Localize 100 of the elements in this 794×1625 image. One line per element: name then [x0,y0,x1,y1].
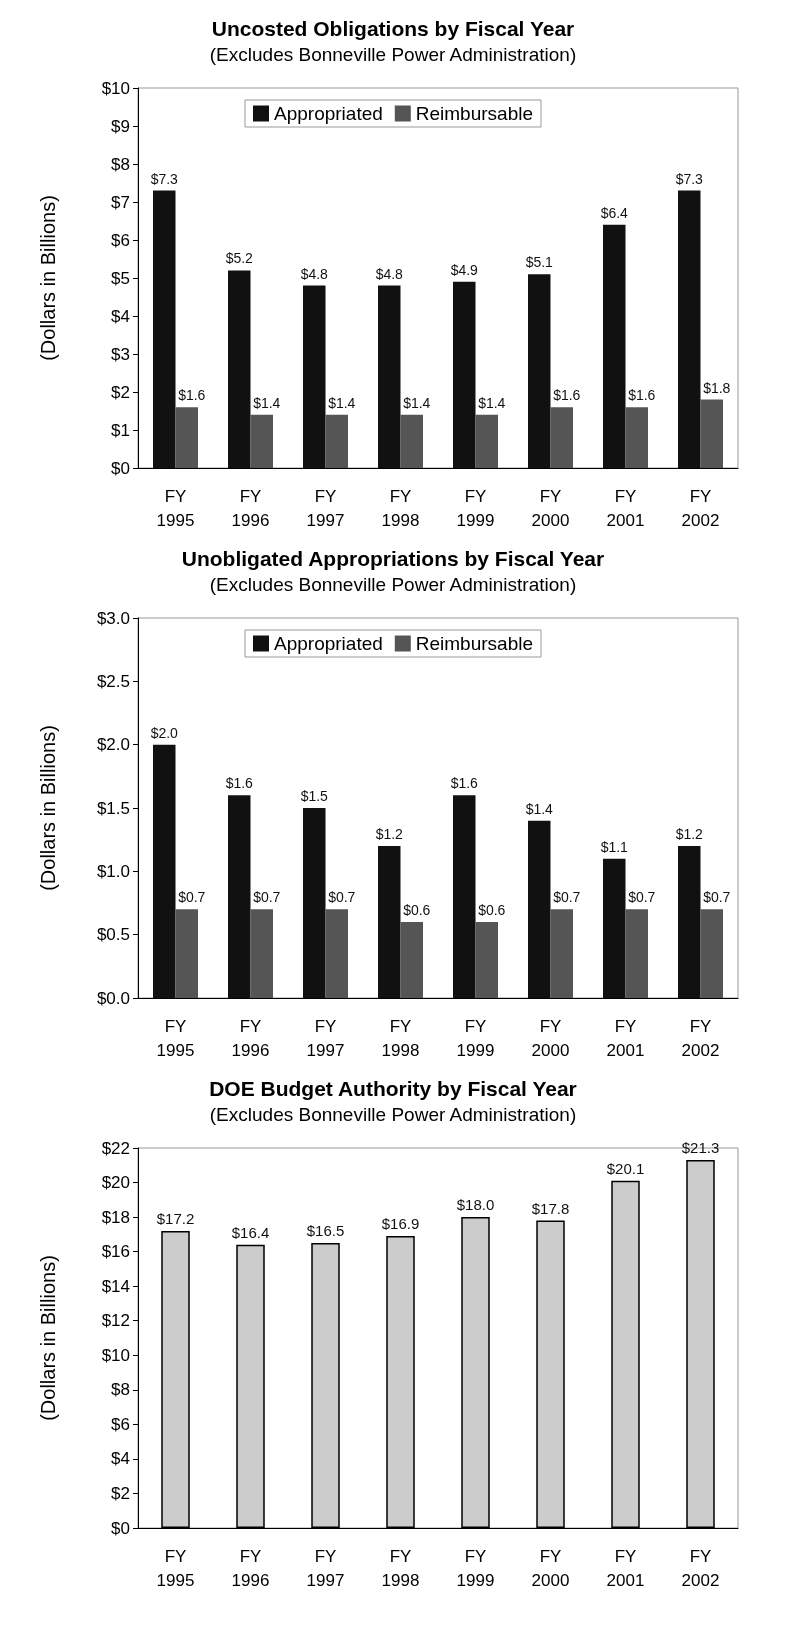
bar [528,820,551,998]
legend-label: Reimbursable [415,103,534,124]
chart-subtitle: (Excludes Bonneville Power Administration) [209,44,577,65]
data-label: $1.4 [253,394,281,411]
bar [475,414,498,468]
data-label: $0.7 [628,889,656,906]
data-label: $21.3 [681,1139,720,1157]
data-label: $16.4 [231,1223,270,1241]
data-label: $1.4 [328,394,356,411]
data-label: $5.2 [225,250,254,267]
legend-label: Appropriated [273,103,383,124]
x-tick-label: FY 2001 [606,486,645,530]
bar [550,407,573,468]
bar [325,414,348,468]
data-label: $1.6 [450,775,479,792]
data-label: $5.1 [525,254,554,271]
data-label: $0.7 [703,889,731,906]
y-tick-label: $2.0 [96,735,130,755]
x-tick-label: FY 2002 [681,1546,720,1590]
y-tick-label: $16 [101,1242,130,1262]
bar [700,909,723,998]
x-tick-label: FY 2000 [531,1016,570,1060]
bar [400,414,423,468]
x-tick-label: FY 1995 [156,486,195,530]
y-tick-label: $6 [111,230,130,250]
y-axis-title: (Dollars in Billions) [37,195,59,361]
x-tick-label: FY 1999 [456,1016,495,1060]
y-tick-label: $20 [101,1173,130,1193]
data-label: $1.6 [178,387,206,404]
y-axis-title: (Dollars in Billions) [37,725,59,891]
y-tick-label: $8 [111,154,130,174]
y-tick-label: $0 [111,458,130,478]
data-label: $17.8 [531,1199,570,1217]
data-label: $17.2 [156,1209,195,1227]
data-label: $1.6 [628,387,656,404]
bar [475,922,498,998]
y-tick-label: $1.0 [96,861,130,881]
x-tick-label: FY 1997 [306,1016,345,1060]
x-tick-label: FY 1997 [306,1546,345,1590]
chart-subtitle: (Excludes Bonneville Power Administration) [209,1104,577,1125]
data-label: $1.5 [300,788,329,804]
bar [550,909,573,998]
x-tick-label: FY 1996 [231,1546,270,1590]
y-tick-label: $2 [111,382,130,402]
bar [603,858,626,998]
x-tick-label: FY 1995 [156,1546,195,1590]
bar [700,399,723,468]
bar [325,909,348,998]
x-tick-label: FY 1999 [456,486,495,530]
bar [603,224,626,468]
bar [175,407,198,468]
bar [400,922,423,998]
data-label: $0.7 [178,889,206,906]
y-tick-label: $4 [111,306,130,326]
data-label: $4.8 [375,265,404,282]
data-label: $0.7 [253,889,281,906]
bar [625,909,648,998]
x-tick-label: FY 1997 [306,486,345,530]
x-tick-label: FY 2002 [681,486,720,530]
data-label: $18.0 [456,1196,495,1214]
bar [378,846,401,998]
bar [453,795,476,998]
y-tick-label: $0.0 [96,988,130,1008]
y-axis-title: (Dollars in Billions) [37,1255,59,1421]
bar [250,414,273,468]
data-label: $4.9 [450,261,479,278]
x-tick-label: FY 1998 [381,1546,420,1590]
data-label: $1.1 [600,838,629,855]
data-label: $6.4 [600,204,629,221]
bar [678,190,701,468]
y-tick-label: $0.5 [96,925,130,945]
data-label: $0.6 [478,902,506,918]
y-tick-label: $9 [111,116,130,136]
chart-subtitle: (Excludes Bonneville Power Administration) [209,574,577,595]
x-tick-label: FY 2000 [531,486,570,530]
data-label: $16.5 [306,1222,345,1239]
y-tick-label: $6 [111,1414,130,1434]
bar [303,285,326,468]
data-label: $1.4 [478,394,506,411]
y-tick-label: $14 [101,1276,130,1296]
y-tick-label: $5 [111,268,130,288]
y-tick-label: $2 [111,1483,130,1503]
y-tick-label: $1 [111,420,130,440]
legend-label: Appropriated [273,633,383,654]
data-label: $20.1 [606,1159,645,1177]
bar [228,795,251,998]
y-tick-label: $4 [111,1449,130,1469]
data-label: $0.6 [403,902,431,918]
x-tick-label: FY 1998 [381,486,420,530]
x-tick-label: FY 2002 [681,1016,720,1060]
x-tick-label: FY 1998 [381,1016,420,1060]
bar [453,281,476,468]
data-label: $1.4 [525,800,554,817]
y-tick-label: $18 [101,1207,130,1227]
y-tick-label: $8 [111,1380,130,1400]
bar [528,274,551,468]
bar [175,909,198,998]
bar [303,808,326,998]
bar [625,407,648,468]
x-tick-label: FY 2001 [606,1016,645,1060]
